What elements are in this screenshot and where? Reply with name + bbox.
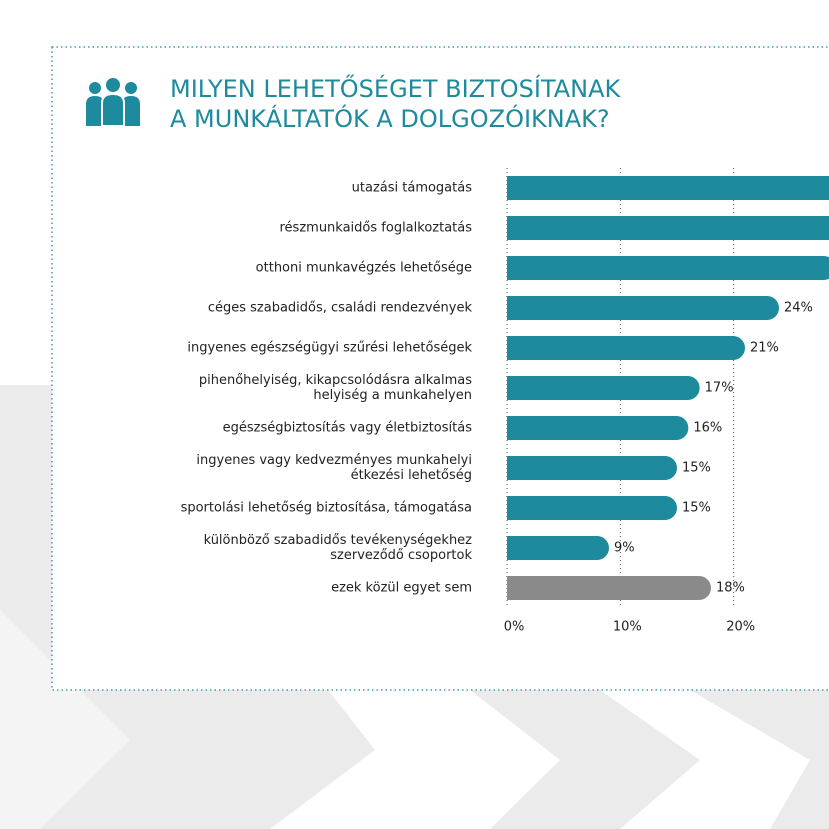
category-label: ezek közül egyet sem [331, 581, 472, 596]
people-icon [86, 78, 140, 127]
category-label: pihenőhelyiség, kikapcsolódásra alkalmas [199, 373, 472, 388]
category-label: helyiség a munkahelyen [313, 388, 472, 403]
bar [507, 496, 677, 520]
category-label: szerveződő csoportok [330, 548, 472, 563]
value-label: 17% [705, 381, 734, 396]
category-label: részmunkaidős foglalkoztatás [280, 221, 473, 236]
chevron [690, 690, 829, 829]
value-label: 15% [682, 501, 711, 516]
value-label: 9% [614, 541, 635, 556]
bar [507, 376, 700, 400]
bar [507, 576, 711, 600]
bar [507, 216, 829, 240]
category-label: céges szabadidős, családi rendezvények [208, 301, 473, 316]
category-label: különböző szabadidős tevékenységekhez [204, 533, 473, 548]
bar [507, 536, 609, 560]
value-label: 16% [693, 421, 722, 436]
category-label: ingyenes egészségügyi szűrési lehetősége… [187, 341, 472, 356]
x-tick-label: 20% [726, 620, 755, 635]
category-label: egészségbiztosítás vagy életbiztosítás [223, 421, 473, 436]
category-label: ingyenes vagy kedvezményes munkahelyi [196, 453, 472, 468]
bar [507, 176, 829, 200]
category-label: sportolási lehetőség biztosítása, támoga… [181, 501, 472, 516]
bar [507, 416, 689, 440]
title-line: A MUNKÁLTATÓK A DOLGOZÓIKNAK? [170, 103, 610, 133]
x-tick-label: 10% [613, 620, 642, 635]
category-label: otthoni munkavégzés lehetősége [256, 261, 472, 276]
bar [507, 336, 745, 360]
value-label: 21% [750, 341, 779, 356]
chevron [470, 690, 700, 829]
bar [507, 456, 677, 480]
value-label: 24% [784, 301, 813, 316]
x-tick-label: 0% [504, 620, 525, 635]
bar [507, 256, 829, 280]
bar [507, 296, 779, 320]
category-label: étkezési lehetőség [351, 468, 472, 483]
category-label: utazási támogatás [352, 181, 473, 196]
value-label: 18% [716, 581, 745, 596]
value-label: 15% [682, 461, 711, 476]
title-line: MILYEN LEHETŐSÉGET BIZTOSÍTANAK [170, 73, 622, 103]
chevron [0, 610, 130, 829]
